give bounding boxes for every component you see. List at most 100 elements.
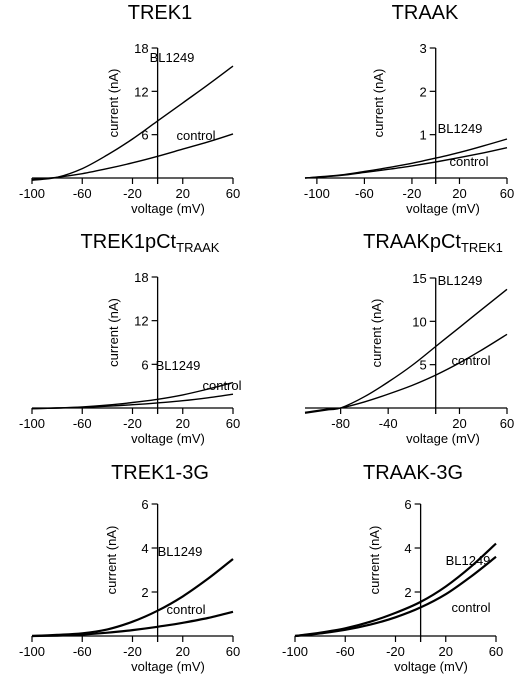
x-axis-label: voltage (mV)	[406, 201, 480, 216]
y-tick-label: 2	[419, 84, 426, 99]
x-tick-label: 60	[500, 416, 514, 431]
series-label: control	[451, 353, 490, 368]
panel-title-main: TREK1-3G	[111, 462, 209, 484]
x-tick-label: 20	[452, 186, 466, 201]
series-label: BL1249	[438, 121, 483, 136]
panel-title-subscript: TRAAK	[176, 240, 220, 255]
x-tick-label: -20	[123, 186, 142, 201]
series-line-control	[31, 393, 234, 410]
panel-traak-3g: TRAAK-3G -100 -60 -20 20 60 2 4 6 current (nA) vo…	[263, 458, 526, 689]
x-tick-label: 60	[226, 416, 240, 431]
panel-trek1-3g: TREK1-3G -100 -60 -20 20 60 2 4 6 current (nA) vo…	[0, 458, 263, 689]
x-tick-label: -20	[403, 186, 422, 201]
series-line-bl1249	[31, 558, 234, 638]
x-tick-label: -60	[73, 186, 92, 201]
y-tick-label: 1	[419, 128, 426, 143]
x-tick-label: 20	[176, 416, 190, 431]
series-label: BL1249	[156, 358, 201, 373]
panel-title-main: TRAAKpCt	[363, 231, 461, 253]
y-tick-label: 6	[141, 128, 148, 143]
panel-title-main: TREK1pCt	[80, 231, 177, 253]
chart-trek1pct: -100 -60 -20 20 60 6 12 18 current (nA) voltage (…	[19, 270, 242, 446]
y-tick-label: 4	[141, 541, 148, 556]
x-tick-label: -100	[19, 186, 45, 201]
panel-title: TREK1-3G	[70, 462, 250, 485]
panel-title-main: TRAAK	[391, 2, 459, 24]
y-tick-label: 15	[412, 271, 426, 286]
panel-title: TREK1	[70, 2, 250, 25]
x-tick-label: 20	[439, 644, 453, 659]
x-axis-label: voltage (mV)	[131, 201, 205, 216]
series-label: control	[176, 128, 215, 143]
panel-title: TRAAK-3G	[323, 462, 503, 485]
x-tick-label: 20	[452, 416, 466, 431]
series-label: BL1249	[150, 50, 195, 65]
x-axis-label: voltage (mV)	[394, 659, 468, 674]
x-tick-label: -20	[123, 416, 142, 431]
panel-title-main: TREK1	[127, 2, 193, 24]
x-axis-label: voltage (mV)	[131, 659, 205, 674]
panel-title: TRAAK	[335, 2, 515, 25]
y-axis-label: current (nA)	[371, 69, 386, 138]
y-tick-label: 5	[419, 358, 426, 373]
x-tick-label: -60	[355, 186, 374, 201]
series-line-control	[31, 133, 234, 181]
y-axis-label: current (nA)	[106, 298, 121, 367]
x-tick-label: -100	[282, 644, 308, 659]
y-tick-label: 6	[141, 497, 148, 512]
series-label: control	[449, 154, 488, 169]
panel-title-main: TRAAK-3G	[362, 462, 464, 484]
y-tick-label: 6	[141, 357, 148, 372]
panel-trek1: TREK1 -100 -60 -20 20 60 6 12 18 current (nA) vol…	[0, 0, 263, 229]
x-tick-label: 60	[226, 186, 240, 201]
x-tick-label: -100	[19, 416, 45, 431]
series-line-control	[304, 333, 508, 413]
series-line-control	[304, 147, 508, 179]
y-tick-label: 4	[404, 541, 411, 556]
series-label: BL1249	[438, 273, 483, 288]
x-tick-label: -100	[19, 644, 45, 659]
chart-traak: -100 -60 -20 20 60 1 2 3 current (nA) voltage (mV…	[304, 41, 514, 216]
x-tick-label: -60	[73, 416, 92, 431]
y-axis-label: current (nA)	[369, 299, 384, 368]
x-tick-label: 20	[176, 644, 190, 659]
chart-trek1: -100 -60 -20 20 60 6 12 18 current (nA) voltage (…	[19, 41, 240, 216]
panel-traak: TRAAK -100 -60 -20 20 60 1 2 3 current (nA) volta…	[263, 0, 526, 229]
y-tick-label: 2	[404, 585, 411, 600]
y-tick-label: 3	[419, 41, 426, 56]
x-tick-label: -20	[386, 644, 405, 659]
series-label: BL1249	[446, 553, 491, 568]
series-line-bl1249	[304, 288, 508, 414]
series-line-bl1249	[31, 65, 234, 181]
y-axis-label: current (nA)	[106, 69, 121, 138]
x-axis-label: voltage (mV)	[131, 431, 205, 446]
series-label: BL1249	[158, 544, 203, 559]
panel-title-subscript: TREK1	[460, 240, 503, 255]
x-tick-label: 60	[500, 186, 514, 201]
y-axis-label: current (nA)	[367, 526, 382, 595]
y-tick-label: 10	[412, 314, 426, 329]
x-tick-label: 60	[489, 644, 503, 659]
y-tick-label: 18	[134, 270, 148, 285]
x-tick-label: -80	[331, 416, 350, 431]
chart-trek1-3g: -100 -60 -20 20 60 2 4 6 current (nA) voltage (mV…	[19, 497, 240, 674]
series-line-control	[31, 610, 234, 638]
y-tick-label: 12	[134, 84, 148, 99]
x-tick-label: -100	[304, 186, 330, 201]
y-axis-label: current (nA)	[104, 526, 119, 595]
panel-trek1pct: TREK1pCtTRAAK -100 -60 -20 20 60 6 12 18 current…	[0, 229, 263, 458]
y-tick-label: 2	[141, 585, 148, 600]
y-tick-label: 18	[134, 41, 148, 56]
x-axis-label: voltage (mV)	[406, 431, 480, 446]
x-tick-label: 20	[176, 186, 190, 201]
x-tick-label: 60	[226, 644, 240, 659]
x-tick-label: -20	[123, 644, 142, 659]
y-tick-label: 12	[134, 314, 148, 329]
chart-traak-3g: -100 -60 -20 20 60 2 4 6 current (nA) voltage (mV…	[282, 497, 503, 674]
series-label: control	[202, 378, 241, 393]
series-label: control	[166, 602, 205, 617]
panel-title: TRAAKpCtTREK1	[323, 231, 526, 255]
x-tick-label: -40	[379, 416, 398, 431]
series-label: control	[451, 600, 490, 615]
